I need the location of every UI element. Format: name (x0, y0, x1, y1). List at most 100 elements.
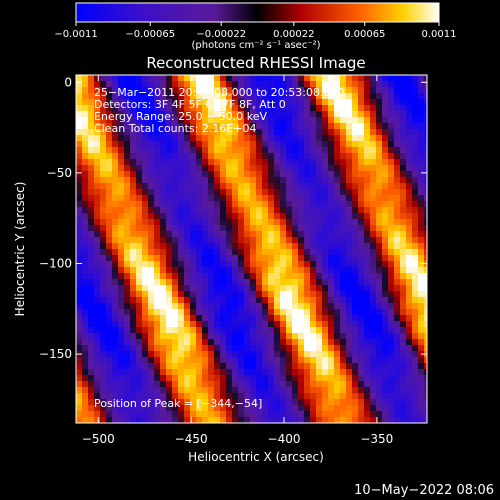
heatmap-cell (196, 219, 203, 226)
heatmap-cell (358, 291, 365, 298)
heatmap-cell (214, 279, 221, 286)
heatmap-cell (124, 285, 131, 292)
heatmap-cell (424, 117, 427, 124)
heatmap-cell (82, 291, 89, 298)
heatmap-cell (142, 255, 149, 262)
heatmap-cell (406, 159, 413, 166)
heatmap-cell (214, 201, 221, 208)
heatmap-cell (154, 273, 161, 280)
heatmap-cell (298, 381, 305, 388)
heatmap-cell (346, 291, 353, 298)
heatmap-cell (196, 123, 203, 130)
heatmap-cell (184, 315, 191, 322)
heatmap-cell (88, 309, 95, 316)
heatmap-cell (298, 339, 305, 346)
heatmap-cell (376, 243, 383, 250)
heatmap-cell (280, 213, 287, 220)
heatmap-cell (232, 207, 239, 214)
heatmap-cell (190, 177, 197, 184)
heatmap-cell (268, 141, 275, 148)
heatmap-cell (208, 207, 215, 214)
heatmap-cell (394, 339, 401, 346)
heatmap-cell (220, 255, 227, 262)
heatmap-cell (268, 399, 275, 406)
heatmap-cell (382, 399, 389, 406)
heatmap-cell (322, 213, 329, 220)
heatmap-cell (172, 189, 179, 196)
heatmap-cell (142, 171, 149, 178)
heatmap-cell (346, 231, 353, 238)
heatmap-cell (316, 159, 323, 166)
heatmap-cell (160, 189, 167, 196)
heatmap-cell (214, 147, 221, 154)
heatmap-cell (142, 129, 149, 136)
heatmap-cell (244, 375, 251, 382)
heatmap-cell (346, 195, 353, 202)
heatmap-cell (148, 87, 155, 94)
heatmap-cell (406, 399, 413, 406)
heatmap-cell (148, 321, 155, 328)
heatmap-cell (394, 183, 401, 190)
heatmap-cell (250, 213, 257, 220)
heatmap-cell (418, 255, 425, 262)
heatmap-cell (94, 411, 101, 418)
heatmap-cell (388, 399, 395, 406)
heatmap-cell (130, 273, 137, 280)
heatmap-cell (112, 297, 119, 304)
heatmap-cell (412, 99, 419, 106)
heatmap-cell (238, 123, 245, 130)
heatmap-cell (190, 405, 197, 412)
heatmap-cell (298, 279, 305, 286)
heatmap-cell (142, 375, 149, 382)
heatmap-cell (88, 99, 95, 106)
heatmap-cell (364, 105, 371, 112)
heatmap-cell (340, 285, 347, 292)
heatmap-cell (382, 297, 389, 304)
heatmap-cell (196, 255, 203, 262)
heatmap-cell (142, 105, 149, 112)
heatmap-cell (418, 99, 425, 106)
heatmap-cell (214, 291, 221, 298)
heatmap-cell (94, 189, 101, 196)
heatmap-cell (256, 369, 263, 376)
heatmap-cell (400, 219, 407, 226)
heatmap-cell (214, 159, 221, 166)
heatmap-cell (388, 345, 395, 352)
heatmap-cell (238, 105, 245, 112)
heatmap-cell (274, 231, 281, 238)
heatmap-cell (88, 393, 95, 400)
heatmap-cell (166, 123, 173, 130)
heatmap-cell (244, 117, 251, 124)
heatmap-cell (394, 117, 401, 124)
heatmap-cell (100, 75, 107, 82)
heatmap-cell (136, 81, 143, 88)
heatmap-cell (256, 105, 263, 112)
heatmap-cell (358, 381, 365, 388)
heatmap-cell (196, 129, 203, 136)
heatmap-cell (274, 279, 281, 286)
heatmap-cell (334, 189, 341, 196)
heatmap-cell (220, 309, 227, 316)
heatmap-cell (388, 213, 395, 220)
heatmap-cell (322, 147, 329, 154)
heatmap-cell (202, 363, 209, 370)
heatmap-cell (220, 291, 227, 298)
heatmap-cell (112, 291, 119, 298)
heatmap-cell (208, 219, 215, 226)
heatmap-cell (280, 291, 287, 298)
heatmap-cell (88, 351, 95, 358)
heatmap-cell (382, 117, 389, 124)
heatmap-cell (364, 207, 371, 214)
heatmap-cell (400, 411, 407, 418)
heatmap-cell (328, 363, 335, 370)
heatmap-cell (352, 375, 359, 382)
heatmap-cell (256, 225, 263, 232)
heatmap-cell (148, 165, 155, 172)
heatmap-cell (172, 129, 179, 136)
heatmap-cell (388, 129, 395, 136)
heatmap-cell (208, 333, 215, 340)
heatmap-cell (250, 399, 257, 406)
heatmap-cell (214, 219, 221, 226)
heatmap-cell (358, 93, 365, 100)
heatmap-cell (364, 393, 371, 400)
